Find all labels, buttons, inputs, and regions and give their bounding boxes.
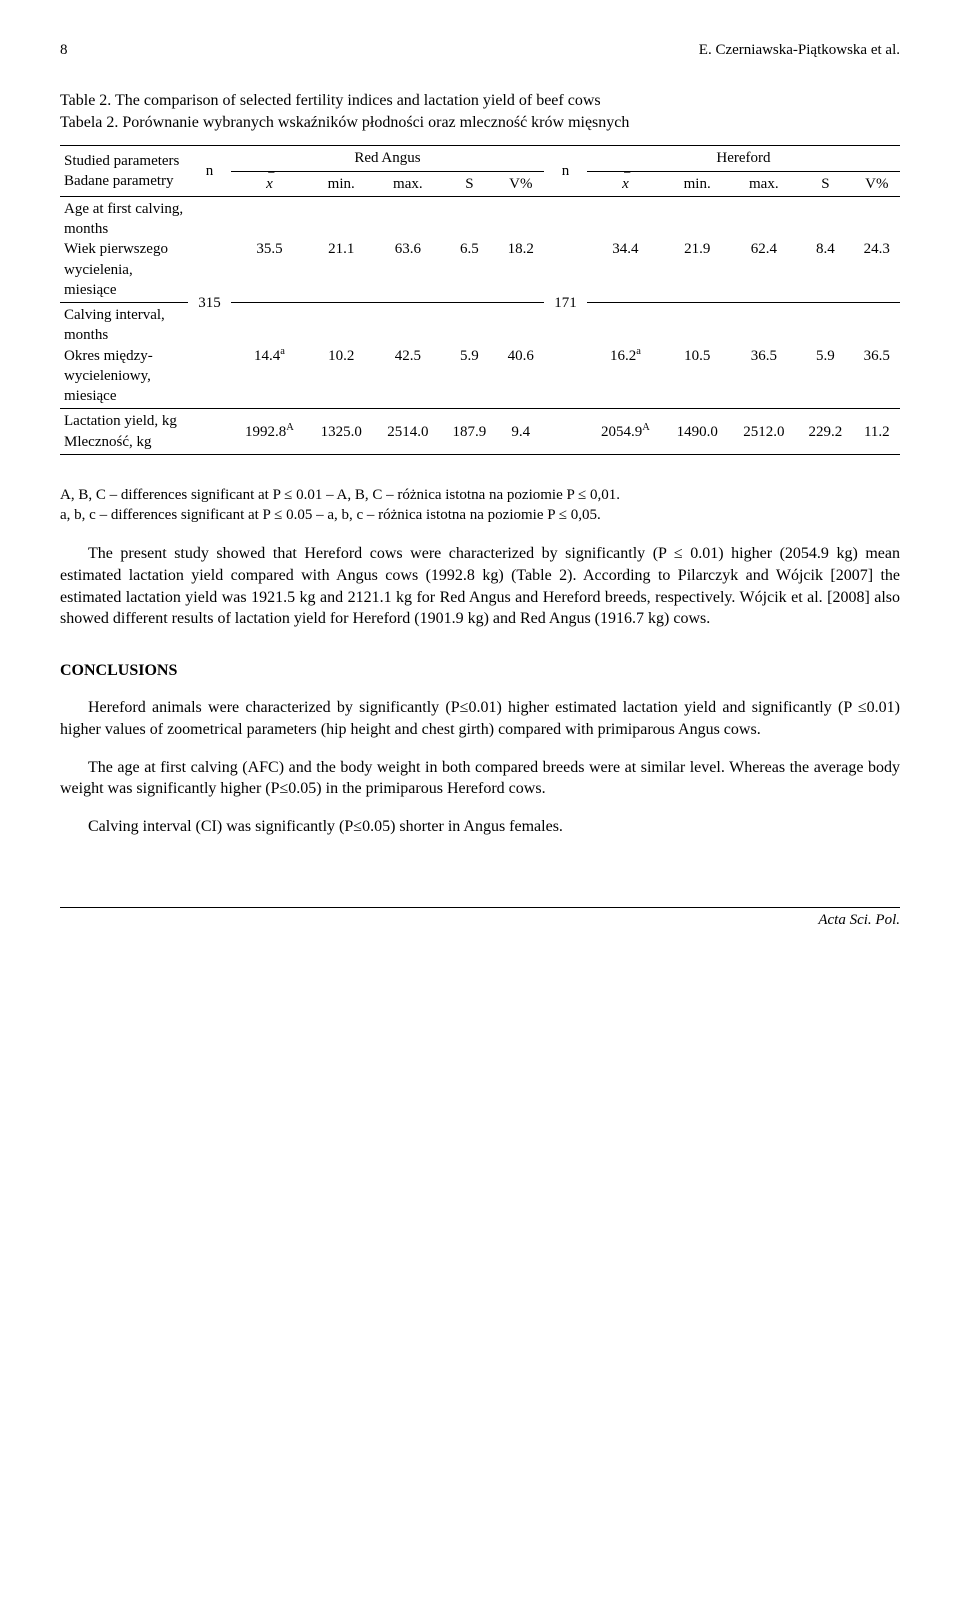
n2-value: 171 (544, 196, 587, 409)
row3-label-en: Lactation yield, kg (64, 413, 177, 429)
journal-footer-text: Acta Sci. Pol. (818, 910, 900, 930)
r2-b2-min: 10.5 (664, 303, 731, 409)
breed2-header: Hereford (587, 146, 900, 171)
r2-b2-x: 16.2 (610, 348, 636, 364)
r3-b2-v: 11.2 (854, 409, 900, 455)
label-header-en: Studied parameters (64, 153, 179, 169)
col-max2: max. (731, 171, 798, 196)
conclusions-p1: Hereford animals were characterized by s… (60, 697, 900, 740)
conclusions-p2: The age at first calving (AFC) and the b… (60, 757, 900, 800)
r2-b1-x: 14.4 (254, 348, 280, 364)
r1-b2-min: 21.9 (664, 196, 731, 302)
footnote-line2: a, b, c – differences significant at P ≤… (60, 505, 900, 525)
fertility-table: Studied parameters Badane parametry n Re… (60, 145, 900, 455)
col-min2: min. (664, 171, 731, 196)
r2-b1-max: 42.5 (375, 303, 442, 409)
conclusions-p3: Calving interval (CI) was significantly … (60, 816, 900, 838)
col-v2: V% (854, 171, 900, 196)
col-s1: S (441, 171, 497, 196)
col-x2: x (622, 176, 629, 192)
r1-b2-s: 8.4 (797, 196, 853, 302)
r3-b2-s: 229.2 (797, 409, 853, 455)
caption-pl: Tabela 2. Porównanie wybranych wskaźnikó… (60, 112, 900, 134)
r3-b1-x: 1992.8 (245, 424, 286, 440)
r1-b2-x: 34.4 (587, 196, 664, 302)
label-header-pl: Badane parametry (64, 173, 174, 189)
col-v1: V% (498, 171, 544, 196)
col-n-2: n (544, 146, 587, 197)
r1-b1-x: 35.5 (231, 196, 308, 302)
r3-b2-max: 2512.0 (731, 409, 798, 455)
table-footnote: A, B, C – differences significant at P ≤… (60, 485, 900, 526)
r2-b2-v: 36.5 (854, 303, 900, 409)
n1-value: 315 (188, 196, 231, 409)
r3-b2-x-sup: A (642, 422, 650, 433)
r2-b2-x-sup: a (636, 346, 641, 357)
r3-b1-v: 9.4 (498, 409, 544, 455)
row1-label-en: Age at first calving, months (64, 201, 183, 237)
col-n-1: n (188, 146, 231, 197)
r2-b2-max: 36.5 (731, 303, 798, 409)
row2-label-en: Calving interval, months (64, 307, 165, 343)
row2-label-pl: Okres między­wycieleniowy, miesiące (64, 348, 153, 405)
row3-label-pl: Mleczność, kg (64, 434, 151, 450)
r1-b1-min: 21.1 (308, 196, 375, 302)
r1-b1-s: 6.5 (441, 196, 497, 302)
row1-label-pl: Wiek pierwszego wycielenia, miesiące (64, 241, 168, 298)
journal-footer: Acta Sci. Pol. (60, 908, 900, 930)
r2-b1-x-sup: a (280, 346, 285, 357)
col-max1: max. (375, 171, 442, 196)
table-caption: Table 2. The comparison of selected fert… (60, 90, 900, 133)
col-x1: x (266, 176, 273, 192)
r3-b1-min: 1325.0 (308, 409, 375, 455)
r3-b1-max: 2514.0 (375, 409, 442, 455)
caption-en: Table 2. The comparison of selected fert… (60, 90, 900, 112)
r3-b2-x: 2054.9 (601, 424, 642, 440)
r1-b1-max: 63.6 (375, 196, 442, 302)
r1-b2-max: 62.4 (731, 196, 798, 302)
running-head: 8 E. Czerniawska-Piątkowska et al. (60, 40, 900, 60)
r1-b2-v: 24.3 (854, 196, 900, 302)
page-number: 8 (60, 40, 68, 60)
r2-b1-v: 40.6 (498, 303, 544, 409)
body-paragraph-1: The present study showed that Hereford c… (60, 543, 900, 629)
r2-b1-s: 5.9 (441, 303, 497, 409)
r3-b1-x-sup: A (286, 422, 294, 433)
r2-b2-s: 5.9 (797, 303, 853, 409)
col-min1: min. (308, 171, 375, 196)
footnote-line1: A, B, C – differences significant at P ≤… (60, 485, 900, 505)
r1-b1-v: 18.2 (498, 196, 544, 302)
col-s2: S (797, 171, 853, 196)
r2-b1-min: 10.2 (308, 303, 375, 409)
breed1-header: Red Angus (231, 146, 544, 171)
conclusions-heading: CONCLUSIONS (60, 660, 900, 682)
running-head-text: E. Czerniawska-Piątkowska et al. (699, 40, 900, 60)
r3-b2-min: 1490.0 (664, 409, 731, 455)
r3-b1-s: 187.9 (441, 409, 497, 455)
